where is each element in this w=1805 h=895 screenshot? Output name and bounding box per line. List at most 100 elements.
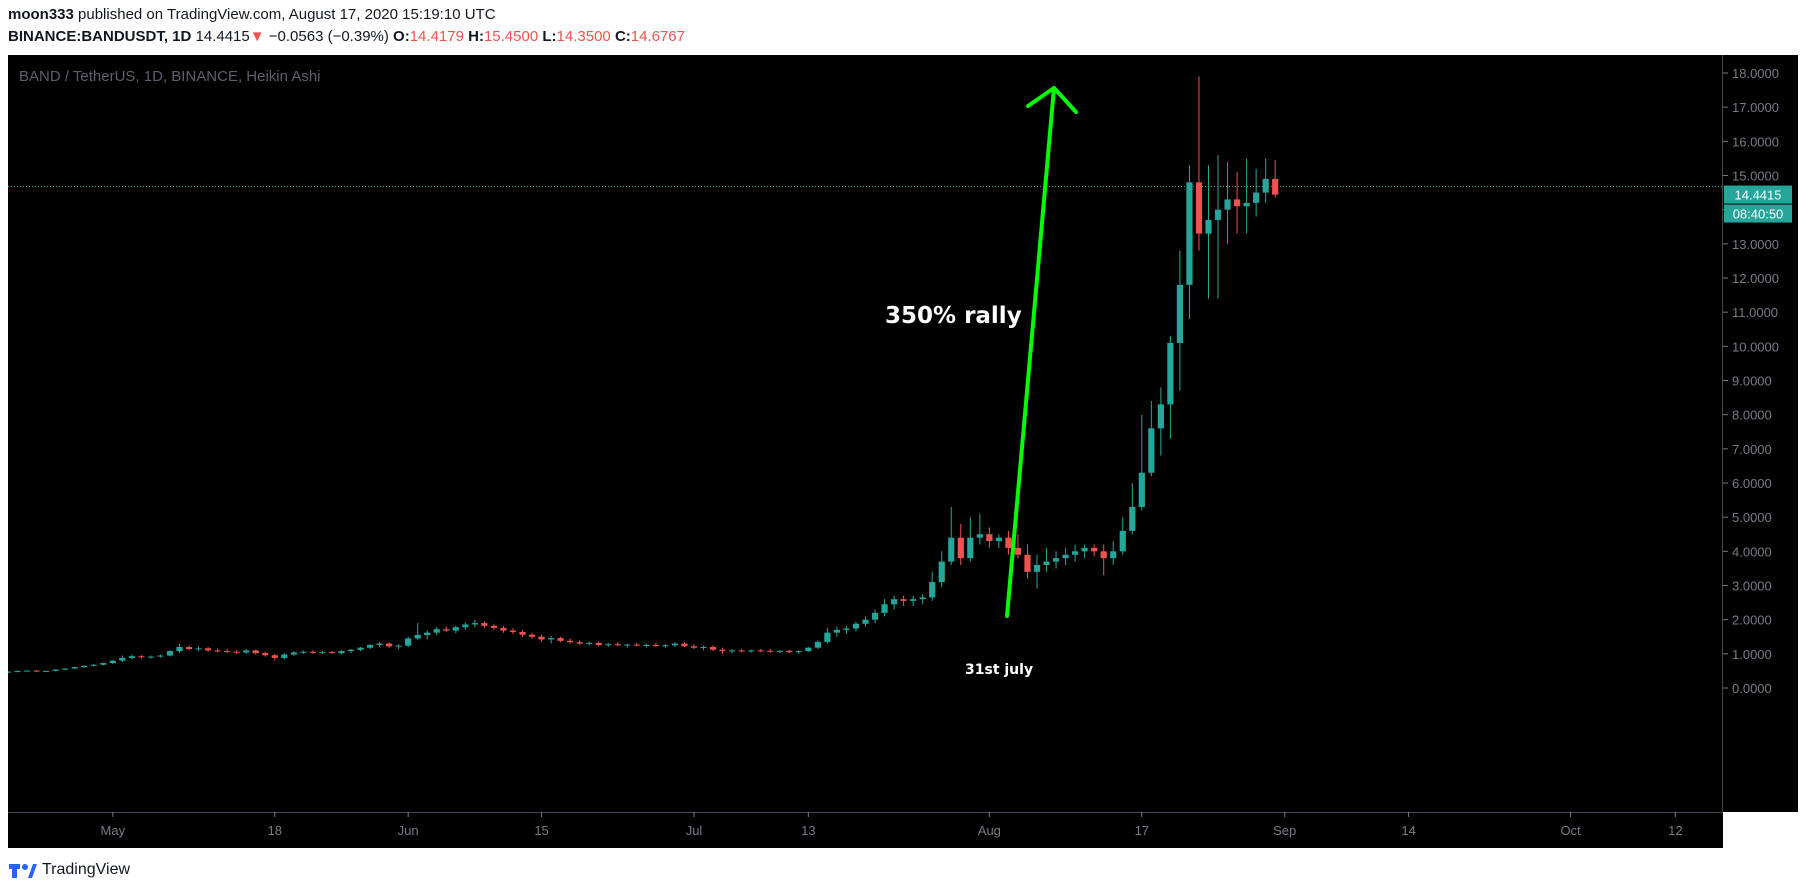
candle-body[interactable] xyxy=(1110,551,1117,559)
candle-body[interactable] xyxy=(671,643,679,646)
candle-body[interactable] xyxy=(462,624,469,628)
candle-body[interactable] xyxy=(252,650,259,654)
candle-body[interactable] xyxy=(166,651,174,656)
candle-body[interactable] xyxy=(1138,472,1145,507)
candle-body[interactable] xyxy=(433,629,440,633)
candle-body[interactable] xyxy=(204,648,212,651)
candle-body[interactable] xyxy=(1043,561,1050,565)
candle-body[interactable] xyxy=(109,660,116,664)
time-axis[interactable] xyxy=(8,812,1723,848)
candle-body[interactable] xyxy=(481,623,488,626)
candle-body[interactable] xyxy=(43,670,50,672)
candle-body[interactable] xyxy=(214,650,221,652)
candle-body[interactable] xyxy=(633,644,640,646)
candle-body[interactable] xyxy=(1091,547,1098,552)
candle-body[interactable] xyxy=(281,654,288,658)
candle-body[interactable] xyxy=(176,647,183,652)
candle-body[interactable] xyxy=(90,664,97,666)
candle-body[interactable] xyxy=(1272,178,1279,195)
candle-body[interactable] xyxy=(100,663,107,665)
candle-body[interactable] xyxy=(748,650,755,652)
candle-body[interactable] xyxy=(1148,428,1155,473)
candle-body[interactable] xyxy=(509,630,517,632)
candle-body[interactable] xyxy=(414,635,421,639)
candle-body[interactable] xyxy=(128,656,135,658)
candle-body[interactable] xyxy=(786,650,793,653)
candle-body[interactable] xyxy=(700,647,707,648)
candle-body[interactable] xyxy=(738,650,745,652)
candle-body[interactable] xyxy=(881,604,888,613)
candle-body[interactable] xyxy=(243,650,250,653)
tradingview-footer[interactable]: TradingView xyxy=(8,860,130,880)
candle-body[interactable] xyxy=(719,649,726,652)
candle-body[interactable] xyxy=(33,670,40,672)
candle-body[interactable] xyxy=(519,631,526,635)
candle-body[interactable] xyxy=(595,642,602,645)
rally-arrow-shaft[interactable] xyxy=(1005,86,1056,618)
candle-body[interactable] xyxy=(852,623,860,629)
candle-body[interactable] xyxy=(452,627,459,631)
price-chart[interactable]: 0.0000 1.0000 2.0000 3.0000 4.0000 5.0000 6.00… xyxy=(8,55,1798,848)
candle-body[interactable] xyxy=(681,643,688,647)
candle-body[interactable] xyxy=(328,652,336,654)
candle-body[interactable] xyxy=(424,632,431,636)
candle-body[interactable] xyxy=(443,629,450,631)
candle-body[interactable] xyxy=(624,644,631,646)
candle-body[interactable] xyxy=(1052,558,1060,562)
candle-body[interactable] xyxy=(919,597,926,600)
author[interactable]: moon333 xyxy=(8,6,74,23)
candle-body[interactable] xyxy=(195,648,202,650)
candle-body[interactable] xyxy=(338,651,345,654)
candle-body[interactable] xyxy=(986,534,993,542)
candle-body[interactable] xyxy=(547,638,555,640)
candle-body[interactable] xyxy=(910,599,917,601)
candle-body[interactable] xyxy=(71,667,78,669)
candle-body[interactable] xyxy=(576,642,583,644)
candle-body[interactable] xyxy=(233,651,240,653)
candle-body[interactable] xyxy=(119,657,126,661)
candle-body[interactable] xyxy=(1205,219,1212,234)
candle-body[interactable] xyxy=(957,537,964,559)
candle-body[interactable] xyxy=(290,652,297,655)
candle-body[interactable] xyxy=(1253,192,1260,203)
candle-body[interactable] xyxy=(1195,182,1203,234)
candle-body[interactable] xyxy=(729,650,736,652)
candle-body[interactable] xyxy=(81,665,88,668)
candle-body[interactable] xyxy=(52,669,59,671)
candle-body[interactable] xyxy=(185,647,193,650)
candle-body[interactable] xyxy=(1214,209,1222,220)
candle-body[interactable] xyxy=(948,537,955,562)
candle-body[interactable] xyxy=(395,645,402,647)
candle-body[interactable] xyxy=(14,670,21,672)
candle-body[interactable] xyxy=(376,643,383,645)
candle-body[interactable] xyxy=(147,656,155,658)
candle-body[interactable] xyxy=(709,647,717,650)
candle-body[interactable] xyxy=(862,619,869,624)
candle-body[interactable] xyxy=(309,651,316,653)
candle-body[interactable] xyxy=(1100,551,1107,559)
candle-body[interactable] xyxy=(843,628,850,630)
price-axis[interactable] xyxy=(1723,55,1798,812)
candle-body[interactable] xyxy=(23,670,31,672)
candle-body[interactable] xyxy=(1005,537,1012,548)
rally-annotation[interactable]: 350% rally xyxy=(885,303,1022,329)
candle-body[interactable] xyxy=(62,668,69,670)
rally-arrow-head[interactable] xyxy=(1026,86,1078,114)
candle-body[interactable] xyxy=(871,612,879,620)
candle-body[interactable] xyxy=(1129,506,1136,531)
candle-body[interactable] xyxy=(357,647,364,650)
candle-body[interactable] xyxy=(366,644,374,648)
candle-body[interactable] xyxy=(833,629,841,633)
candle-body[interactable] xyxy=(767,650,774,652)
candle-body[interactable] xyxy=(614,644,621,646)
candle-body[interactable] xyxy=(900,599,907,601)
candle-body[interactable] xyxy=(1072,551,1079,555)
candle-body[interactable] xyxy=(8,671,12,673)
date-annotation[interactable]: 31st july xyxy=(965,662,1033,678)
candle-body[interactable] xyxy=(805,647,812,652)
candle-body[interactable] xyxy=(1033,565,1041,572)
candle-body[interactable] xyxy=(224,651,231,653)
candle-body[interactable] xyxy=(643,644,650,646)
candle-body[interactable] xyxy=(567,640,574,643)
candle-body[interactable] xyxy=(976,534,983,538)
